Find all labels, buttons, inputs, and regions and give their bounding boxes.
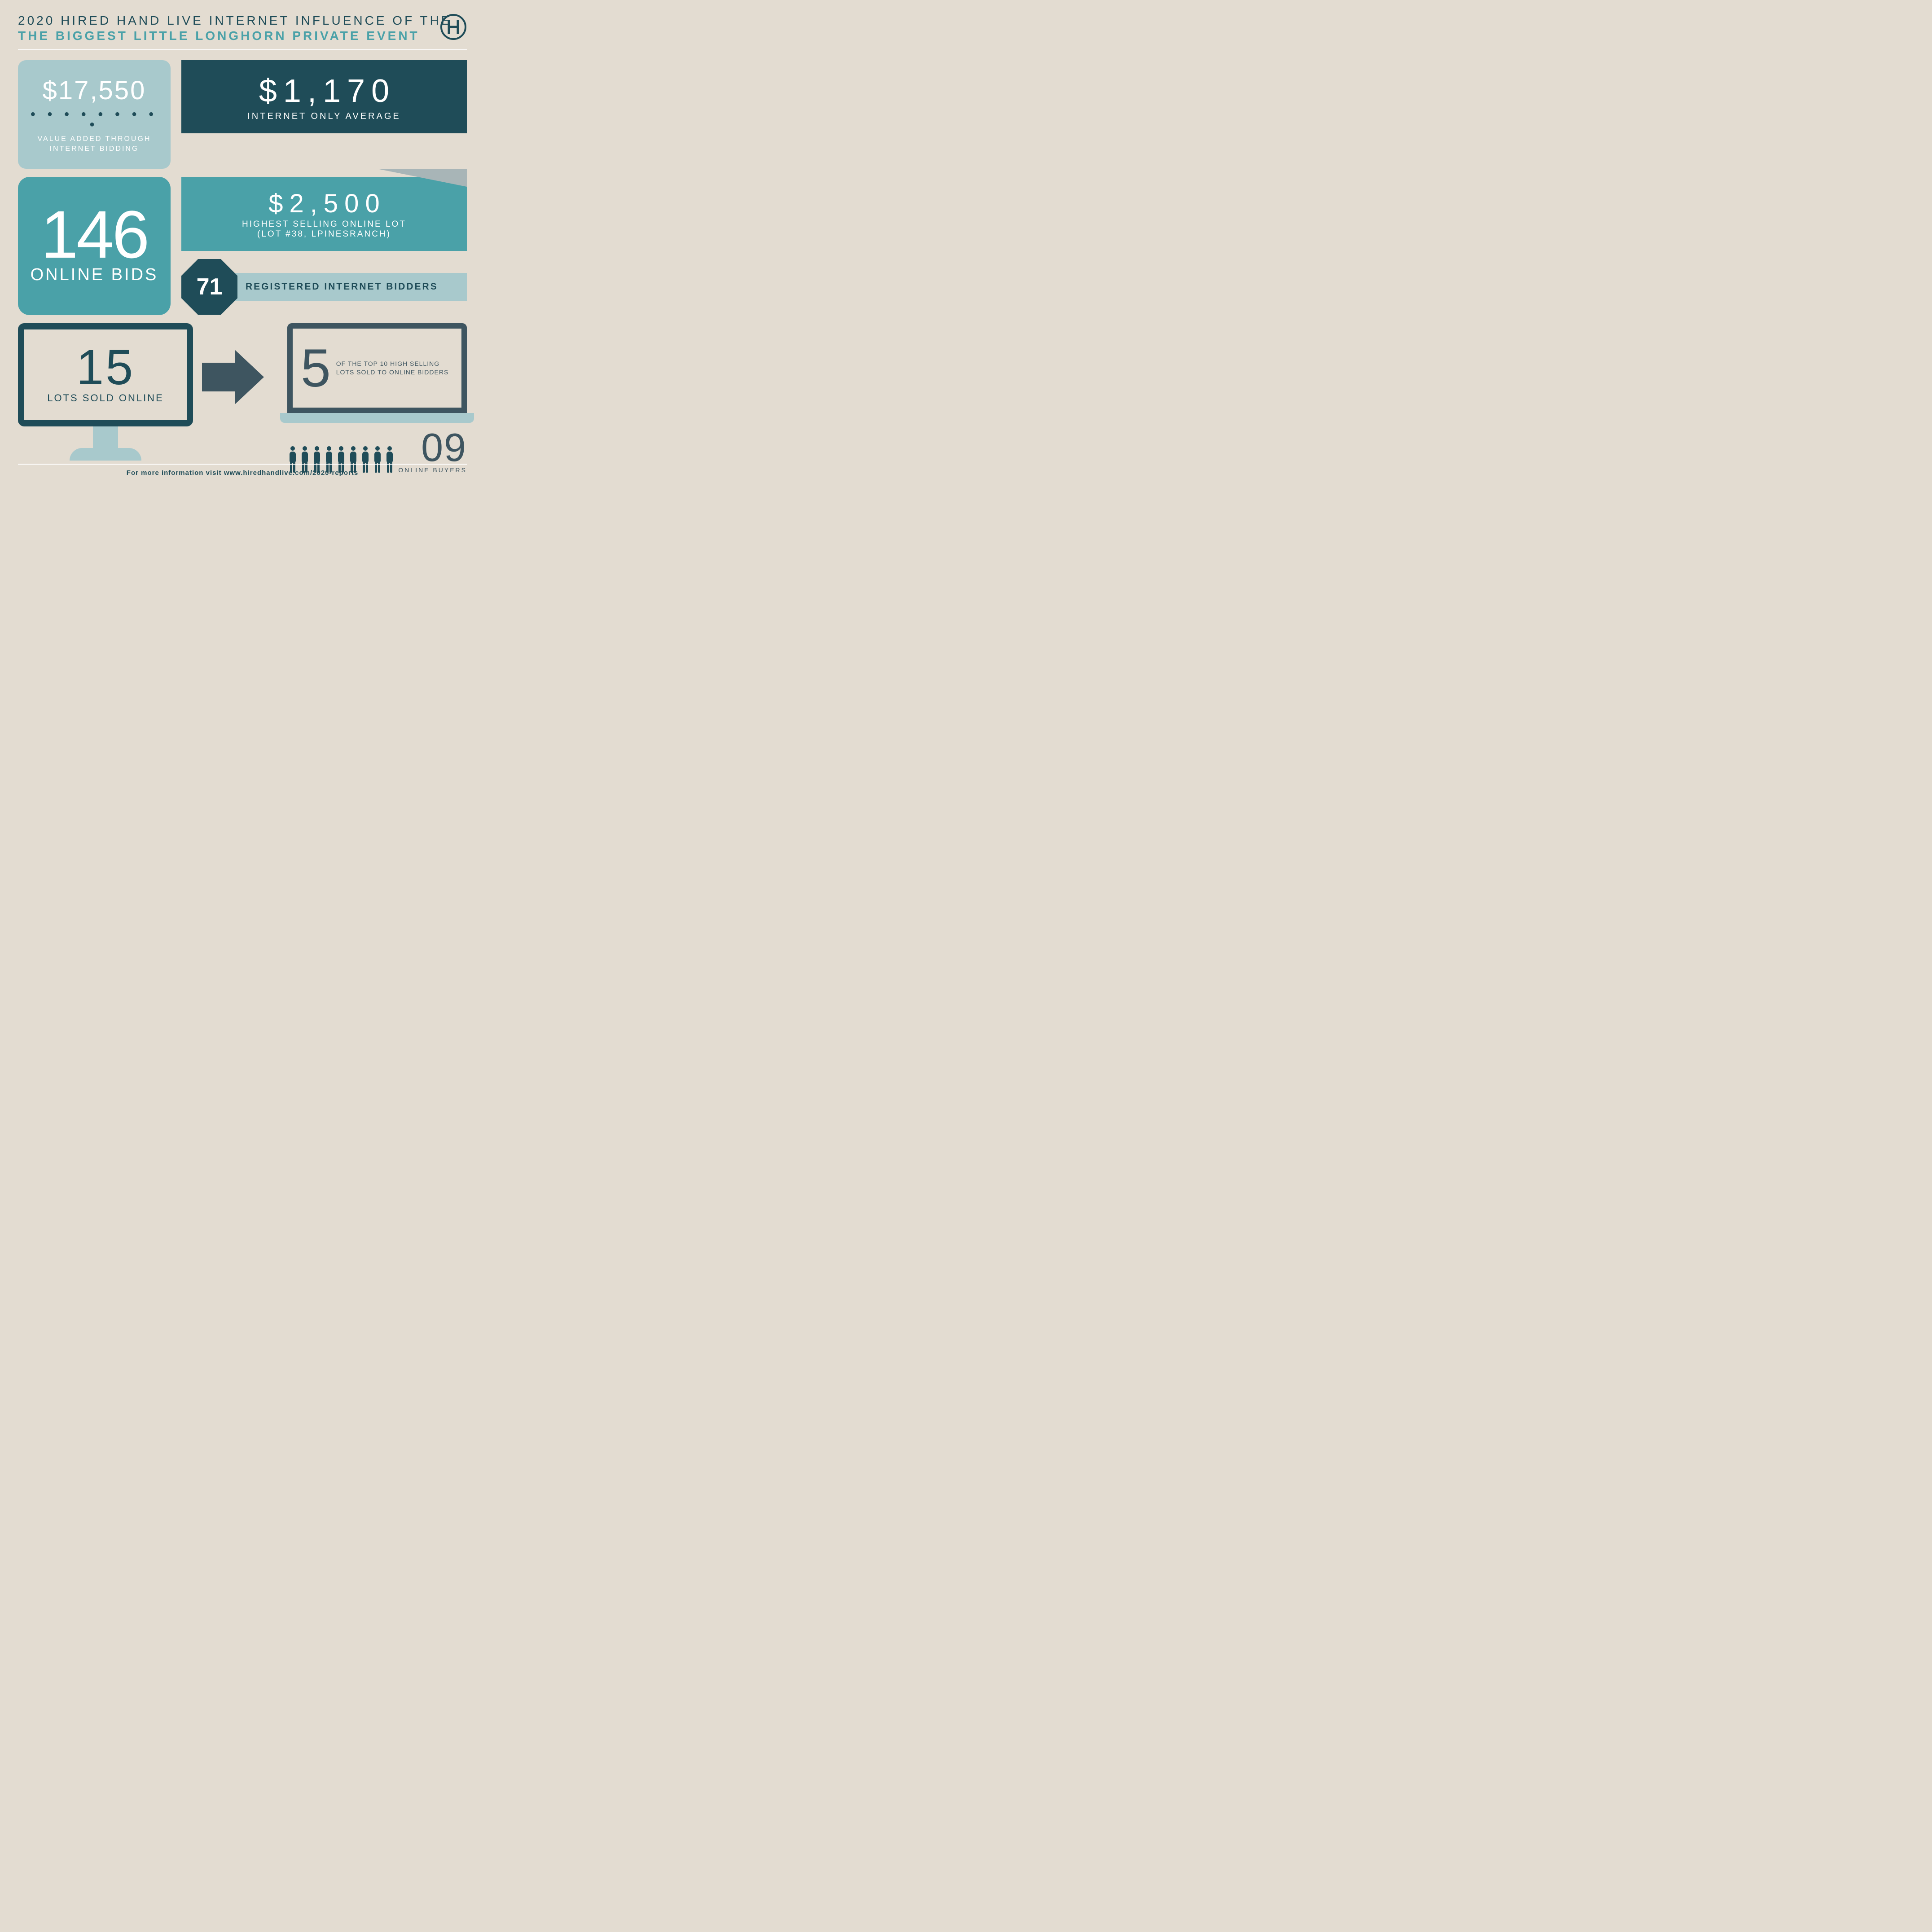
buyers-count: 09 [398,431,467,465]
bidders-count-octagon: 71 [181,259,237,315]
value-added-card: $17,550 ● ● ● ● ● ● ● ● ● VALUE ADDED TH… [18,60,171,169]
monitor-graphic: 15 LOTS SOLD ONLINE [18,323,193,461]
bidders-row: 71 REGISTERED INTERNET BIDDERS [181,259,467,315]
internet-avg-card: $1,170 INTERNET ONLY AVERAGE [181,60,467,169]
highest-lot-amount: $2,500 [197,189,458,219]
highest-lot-label-2: (LOT #38, LPINESRANCH) [190,229,458,239]
internet-avg-amount: $1,170 [197,73,458,110]
highest-lot-label-1: HIGHEST SELLING ONLINE LOT [190,220,458,229]
online-bids-label: ONLINE BIDS [22,265,166,285]
footer: For more information visit www.hiredhand… [0,464,485,477]
laptop-column: 5 OF THE TOP 10 HIGH SELLING LOTS SOLD T… [273,323,467,474]
online-bids-card: 146 ONLINE BIDS [18,177,171,315]
header-divider [18,49,467,50]
internet-avg-label: INTERNET ONLY AVERAGE [190,111,458,122]
dots-decoration: ● ● ● ● ● ● ● ● ● [27,109,162,130]
title-line-2: THE BIGGEST LITTLE LONGHORN PRIVATE EVEN… [18,29,467,43]
footer-divider [18,464,467,465]
value-added-label: VALUE ADDED THROUGH INTERNET BIDDING [27,134,162,154]
arrow-icon [202,350,264,404]
online-bids-count: 146 [22,201,166,268]
shadow-triangle [377,169,467,187]
title-line-1: 2020 HIRED HAND LIVE INTERNET INFLUENCE … [18,13,467,28]
bidders-label: REGISTERED INTERNET BIDDERS [220,273,467,301]
footer-text: For more information visit www.hiredhand… [0,469,485,477]
laptop-base [280,413,474,423]
monitor-stand [93,426,118,449]
bottom-row: 15 LOTS SOLD ONLINE 5 OF THE TOP 10 HIGH… [18,323,467,474]
infographic-grid: $17,550 ● ● ● ● ● ● ● ● ● VALUE ADDED TH… [18,60,467,474]
top-lots-label: OF THE TOP 10 HIGH SELLING LOTS SOLD TO … [336,360,453,377]
monitor-base [70,448,141,461]
top-lots-count: 5 [301,337,331,399]
laptop-graphic: 5 OF THE TOP 10 HIGH SELLING LOTS SOLD T… [287,323,467,423]
lots-sold-count: 15 [76,345,135,390]
lots-sold-label: LOTS SOLD ONLINE [47,392,164,404]
highest-lot-card: $2,500 HIGHEST SELLING ONLINE LOT (LOT #… [181,177,467,251]
header: 2020 HIRED HAND LIVE INTERNET INFLUENCE … [18,13,467,43]
value-added-amount: $17,550 [27,75,162,105]
logo-icon [440,13,467,40]
